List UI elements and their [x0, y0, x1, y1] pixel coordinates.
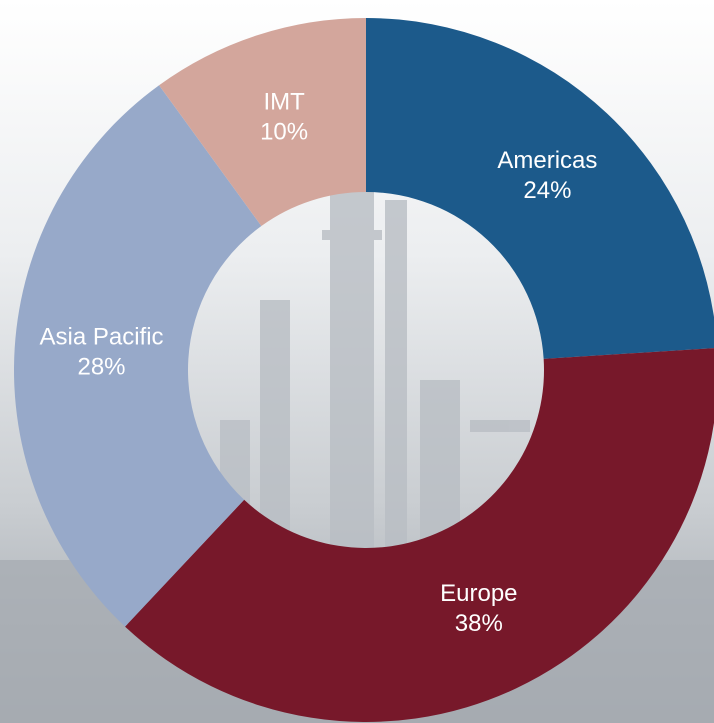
slice — [125, 348, 714, 722]
slice — [366, 18, 714, 359]
value-label: 10% — [260, 118, 308, 145]
donut — [13, 18, 714, 722]
slice — [159, 18, 366, 226]
slice-label: Americas — [497, 147, 597, 174]
value-label: 28% — [77, 354, 125, 381]
slice-label: Asia Pacific — [39, 324, 163, 351]
slice — [13, 85, 262, 627]
value-label: 38% — [455, 610, 503, 637]
value-label: 24% — [523, 177, 571, 204]
slice-label: IMT — [263, 88, 305, 115]
slice-label: Europe — [440, 580, 517, 607]
